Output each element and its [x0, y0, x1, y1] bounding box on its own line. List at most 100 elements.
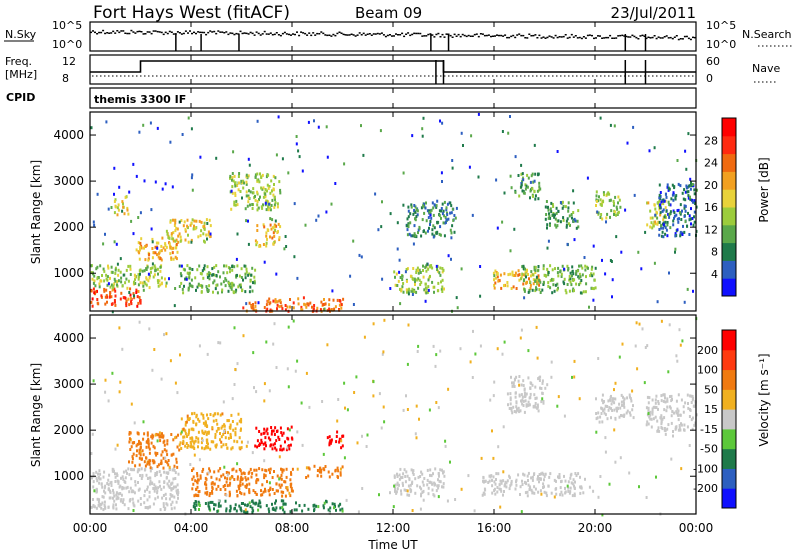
velocity-cell [334, 468, 337, 472]
power-cell [92, 220, 95, 224]
velocity-cell [153, 489, 156, 493]
velocity-cell [255, 468, 258, 472]
power-cell [127, 279, 130, 283]
power-cell [503, 284, 505, 288]
noise-sample [522, 34, 525, 37]
noise-sample [283, 31, 286, 34]
power-cell [181, 133, 184, 136]
velocity-cell [287, 385, 290, 389]
velocity-cell [528, 488, 531, 491]
power-cell [358, 253, 361, 257]
velocity-ytick-label: 2000 [53, 423, 84, 437]
velocity-cell [655, 475, 657, 479]
noise-sample [623, 35, 626, 37]
power-cell [617, 201, 619, 205]
power-cell [206, 237, 208, 241]
power-cell [178, 232, 181, 236]
noise-sample [281, 32, 284, 35]
power-cell [254, 268, 257, 272]
freq-tick-bottom: 8 [62, 72, 69, 85]
noise-sample [663, 36, 666, 38]
noise-sample [556, 36, 559, 39]
velocity-cell [557, 395, 560, 399]
power-cell [328, 303, 331, 307]
velocity-cell [491, 491, 494, 495]
velocity-cell [122, 486, 125, 490]
power-cell [114, 268, 117, 272]
velocity-cell [281, 494, 284, 498]
velocity-cell [429, 468, 432, 472]
power-cell [657, 220, 660, 224]
velocity-cell [138, 487, 141, 491]
power-cell [407, 292, 410, 296]
noise-dropouts [175, 34, 647, 51]
power-cell [229, 285, 232, 289]
velocity-cell [420, 494, 422, 498]
power-cell [462, 144, 464, 147]
velocity-cell [328, 475, 331, 479]
power-cell [154, 251, 157, 255]
velocity-cell [187, 444, 190, 448]
velocity-cell [329, 441, 332, 445]
velocity-cell [635, 321, 638, 325]
velocity-cell [112, 488, 114, 492]
velocity-cell [229, 481, 232, 485]
power-cell [249, 285, 252, 289]
power-cell [188, 276, 191, 280]
date-label: 23/Jul/2011 [611, 4, 696, 22]
velocity-cell [567, 489, 570, 493]
power-colorbar-bin [722, 118, 736, 137]
velocity-cell [206, 431, 209, 435]
velocity-cell [614, 460, 617, 464]
velocity-cell [523, 410, 526, 414]
power-cell [538, 181, 541, 185]
velocity-cell [405, 394, 407, 398]
velocity-cell [622, 395, 624, 399]
power-cell [248, 272, 251, 276]
velocity-cell [674, 427, 677, 431]
power-cell [557, 209, 560, 213]
velocity-cell [146, 485, 149, 489]
power-cell [209, 272, 212, 275]
velocity-cell [322, 504, 325, 508]
noise-sample [516, 34, 519, 36]
power-cell [618, 198, 621, 202]
power-cell [389, 287, 392, 290]
velocity-cell [441, 468, 443, 472]
power-cell [658, 193, 661, 197]
power-cell [251, 289, 254, 293]
velocity-cell [198, 458, 201, 462]
power-cell [148, 276, 151, 280]
power-cell [442, 221, 445, 225]
noise-sample [568, 36, 571, 39]
velocity-cell [197, 445, 199, 449]
power-cell [423, 288, 426, 292]
velocity-cell [534, 487, 537, 491]
velocity-cell [236, 475, 239, 479]
power-cell [231, 185, 234, 189]
power-cell [554, 217, 557, 221]
velocity-cell [128, 432, 131, 436]
velocity-cell [158, 470, 161, 474]
noise-sample [205, 33, 208, 36]
power-cell [683, 206, 686, 210]
power-cell [683, 188, 686, 192]
power-cell [542, 280, 545, 284]
velocity-cell [195, 503, 198, 507]
velocity-cell [305, 371, 308, 375]
noise-sample [617, 35, 620, 37]
power-cell [427, 278, 430, 282]
power-cell [220, 282, 223, 286]
velocity-cell [259, 501, 262, 505]
noise-sample [144, 33, 147, 35]
noise-sample [538, 34, 541, 37]
power-cell [424, 231, 427, 235]
power-cell [272, 299, 275, 303]
velocity-scatter [90, 317, 698, 517]
power-cell [141, 269, 144, 273]
power-cell [295, 135, 298, 138]
velocity-cell [114, 475, 117, 479]
velocity-cell [147, 461, 150, 464]
velocity-cell [170, 453, 173, 457]
velocity-colorbar-bin [722, 428, 736, 450]
